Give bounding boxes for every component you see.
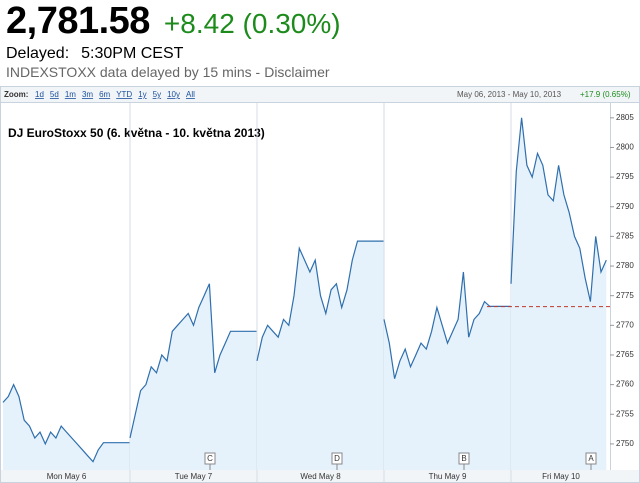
news-flag-label[interactable]: B bbox=[461, 454, 466, 463]
zoom-option[interactable]: 1y bbox=[138, 90, 146, 99]
quote-time: 5:30PM CEST bbox=[81, 45, 184, 62]
y-tick-label: 2790 bbox=[616, 202, 634, 211]
x-tick-label: Tue May 7 bbox=[175, 472, 213, 481]
x-tick-label: Thu May 9 bbox=[429, 472, 467, 481]
delay-row: Delayed: 5:30PM CEST bbox=[6, 45, 636, 63]
news-flag-label[interactable]: C bbox=[207, 454, 213, 463]
price-line bbox=[129, 283, 257, 439]
zoom-label: Zoom: bbox=[4, 90, 28, 99]
y-tick-label: 2775 bbox=[616, 291, 634, 300]
price-area bbox=[130, 283, 257, 470]
price-row: 2,781.58 +8.42 (0.30%) bbox=[6, 0, 636, 43]
quote-header: 2,781.58 +8.42 (0.30%) Delayed: 5:30PM CES… bbox=[6, 0, 636, 80]
zoom-option[interactable]: 10y bbox=[167, 90, 180, 99]
toolbar-bg bbox=[1, 87, 639, 102]
date-range: May 06, 2013 - May 10, 2013 bbox=[457, 90, 562, 99]
price-line bbox=[510, 117, 607, 302]
zoom-option[interactable]: 1m bbox=[65, 90, 76, 99]
source-note: INDEXSTOXX data delayed by 15 mins - bbox=[6, 64, 261, 80]
price-line bbox=[256, 240, 384, 362]
zoom-option[interactable]: 5y bbox=[153, 90, 161, 99]
delayed-label: Delayed: bbox=[6, 45, 70, 62]
chart-title: DJ EuroStoxx 50 (6. května - 10. května … bbox=[8, 126, 265, 140]
y-tick-label: 2760 bbox=[616, 380, 634, 389]
chart: Zoom: May 06, 2013 - May 10, 2013 +17.9 … bbox=[0, 86, 640, 483]
y-tick-label: 2750 bbox=[616, 439, 634, 448]
x-tick-label: Wed May 8 bbox=[300, 472, 341, 481]
news-flag-label[interactable]: A bbox=[588, 454, 594, 463]
price-area bbox=[384, 272, 511, 470]
y-tick-label: 2800 bbox=[616, 143, 634, 152]
x-tick-label: Fri May 10 bbox=[542, 472, 580, 481]
price-area bbox=[257, 241, 384, 470]
x-axis-bg bbox=[1, 470, 639, 482]
price-area bbox=[511, 117, 607, 471]
y-tick-label: 2805 bbox=[616, 113, 634, 122]
y-tick-label: 2765 bbox=[616, 350, 634, 359]
source-row: INDEXSTOXX data delayed by 15 mins - Disc… bbox=[6, 64, 636, 80]
price: 2,781.58 bbox=[6, 0, 150, 42]
zoom-option[interactable]: 1d bbox=[35, 90, 44, 99]
y-tick-label: 2770 bbox=[616, 320, 634, 329]
y-tick-label: 2780 bbox=[616, 261, 634, 270]
y-tick-label: 2755 bbox=[616, 409, 634, 418]
zoom-option[interactable]: 6m bbox=[99, 90, 110, 99]
y-tick-label: 2785 bbox=[616, 232, 634, 241]
x-tick-label: Mon May 6 bbox=[47, 472, 87, 481]
disclaimer-link[interactable]: Disclaimer bbox=[264, 64, 330, 80]
price-line bbox=[2, 383, 130, 463]
zoom-option[interactable]: 3m bbox=[82, 90, 93, 99]
price-area bbox=[3, 384, 130, 470]
price-change: +8.42 (0.30%) bbox=[163, 8, 341, 39]
zoom-option[interactable]: All bbox=[186, 90, 195, 99]
y-tick-label: 2795 bbox=[616, 172, 634, 181]
zoom-option[interactable]: YTD bbox=[116, 90, 132, 99]
news-flag-label[interactable]: D bbox=[334, 454, 340, 463]
zoom-option[interactable]: 5d bbox=[50, 90, 59, 99]
range-change: +17.9 (0.65%) bbox=[580, 90, 631, 99]
